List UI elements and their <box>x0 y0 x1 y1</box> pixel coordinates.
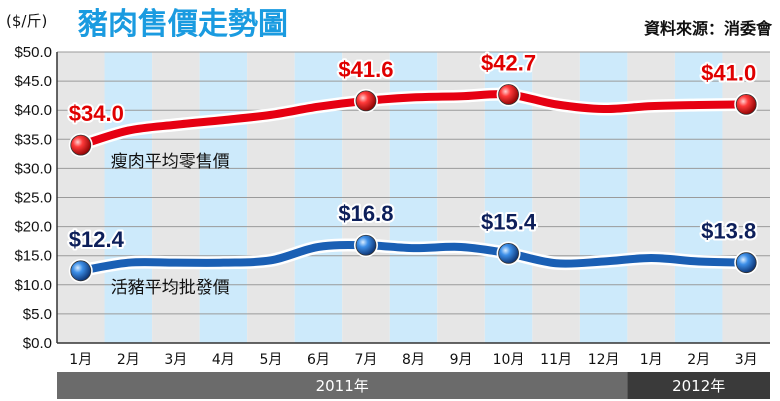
x-tick-label: 5月 <box>259 352 282 368</box>
y-tick-label: $0.0 <box>23 335 52 352</box>
data-point <box>735 93 757 115</box>
chart-title: 豬肉售價走勢圖 <box>78 7 288 42</box>
y-tick-label: $20.0 <box>14 219 52 236</box>
year-bar-segment <box>627 372 770 399</box>
x-tick-label: 2月 <box>117 352 140 368</box>
source-label: 資料來源：消委會 <box>644 19 773 38</box>
y-axis-ticks: $0.0 $5.0 $10.0 $15.0 $20.0 $25.0 $30.0 $35.0 $4… <box>14 44 52 352</box>
x-tick-label: 8月 <box>402 352 425 368</box>
data-point <box>70 134 92 156</box>
x-tick-label: 1月 <box>69 352 92 368</box>
data-label: $42.7 <box>481 50 536 75</box>
series-markers <box>68 82 759 283</box>
year-bar: 2011年 2012年 <box>57 372 770 399</box>
data-label: $34.0 <box>69 101 124 126</box>
y-tick-label: $30.0 <box>14 160 52 177</box>
x-tick-label: 10月 <box>493 352 525 368</box>
series-line-wholesale <box>76 241 751 275</box>
x-tick-label: 2月 <box>687 352 710 368</box>
data-label: $16.8 <box>338 201 393 226</box>
data-point <box>70 260 92 282</box>
y-tick-label: $40.0 <box>14 102 52 119</box>
x-tick-label: 12月 <box>588 352 620 368</box>
x-tick-label: 7月 <box>355 352 378 368</box>
data-label: $15.4 <box>481 209 537 234</box>
data-point <box>355 90 377 112</box>
y-tick-label: $5.0 <box>23 306 52 323</box>
x-tick-label: 4月 <box>212 352 235 368</box>
data-label: $13.8 <box>701 219 756 244</box>
data-point <box>498 242 519 264</box>
year-label: 2011年 <box>316 377 369 395</box>
series-line-retail <box>76 90 751 150</box>
x-axis-ticks: 1月 2月 3月 4月 5月 6月 7月 8月 9月 10月 11月 12月 1月 2月 3月 <box>69 352 757 368</box>
series-name-wholesale: 活豬平均批發價 <box>111 278 230 298</box>
x-tick-label: 3月 <box>164 352 187 368</box>
year-label: 2012年 <box>672 377 725 395</box>
y-tick-label: $10.0 <box>14 277 52 294</box>
x-tick-label: 3月 <box>735 352 758 368</box>
y-tick-label: $15.0 <box>14 248 52 265</box>
y-tick-label: $50.0 <box>14 44 52 61</box>
series-name-retail: 瘦肉平均零售價 <box>111 152 230 172</box>
data-label: $41.0 <box>701 60 756 85</box>
unit-label: ($/斤) <box>6 12 47 30</box>
y-tick-label: $45.0 <box>14 73 52 90</box>
x-tick-label: 11月 <box>540 352 572 368</box>
gridlines <box>56 51 770 344</box>
data-point <box>355 234 377 256</box>
year-bar-segment <box>57 372 628 399</box>
x-tick-label: 6月 <box>307 352 330 368</box>
data-label: $12.4 <box>69 227 125 252</box>
data-labels: $34.0 $41.6 $42.7 $41.0 $12.4 $16.8 $15.4 $13.8 <box>67 48 758 253</box>
y-tick-label: $35.0 <box>14 131 52 148</box>
x-tick-label: 9月 <box>450 352 473 368</box>
data-label: $41.6 <box>338 57 393 82</box>
y-tick-label: $25.0 <box>14 190 52 207</box>
series-lines <box>74 87 753 278</box>
data-point <box>498 84 519 105</box>
data-point <box>735 252 757 274</box>
x-tick-label: 1月 <box>640 352 663 368</box>
